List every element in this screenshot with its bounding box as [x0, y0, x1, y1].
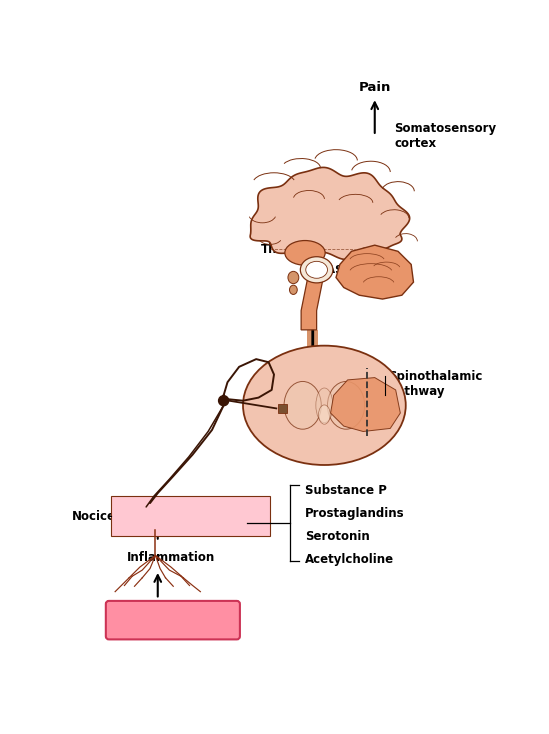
Text: Tissue injury: Tissue injury: [131, 614, 215, 627]
Ellipse shape: [318, 405, 330, 424]
Text: RAS: RAS: [318, 265, 343, 275]
Ellipse shape: [219, 396, 229, 406]
Text: Serotonin: Serotonin: [305, 530, 369, 542]
Text: Substance P: Substance P: [305, 484, 387, 496]
Ellipse shape: [288, 272, 299, 283]
Text: Prostaglandins: Prostaglandins: [305, 506, 405, 520]
Polygon shape: [307, 330, 318, 380]
FancyBboxPatch shape: [111, 496, 270, 537]
Polygon shape: [336, 245, 413, 299]
Text: Thalamus: Thalamus: [261, 242, 324, 255]
Polygon shape: [250, 167, 410, 259]
Text: Acetylcholine: Acetylcholine: [305, 553, 394, 566]
Polygon shape: [301, 272, 324, 330]
Text: Somatosensory
cortex: Somatosensory cortex: [394, 122, 496, 150]
Ellipse shape: [300, 257, 333, 283]
Ellipse shape: [316, 388, 333, 423]
Ellipse shape: [243, 346, 406, 465]
Text: Nociceptor: Nociceptor: [72, 509, 144, 523]
Ellipse shape: [285, 241, 325, 265]
FancyBboxPatch shape: [106, 601, 240, 639]
Text: Mediator release: Mediator release: [117, 502, 229, 515]
Ellipse shape: [327, 382, 365, 429]
FancyBboxPatch shape: [278, 404, 287, 413]
Text: Spinothalamic
pathway: Spinothalamic pathway: [388, 370, 483, 398]
Text: Inflammation: Inflammation: [127, 550, 215, 564]
Ellipse shape: [289, 286, 297, 294]
Ellipse shape: [284, 382, 321, 429]
Ellipse shape: [306, 261, 327, 278]
Polygon shape: [330, 377, 400, 432]
Text: Pain: Pain: [358, 81, 391, 94]
